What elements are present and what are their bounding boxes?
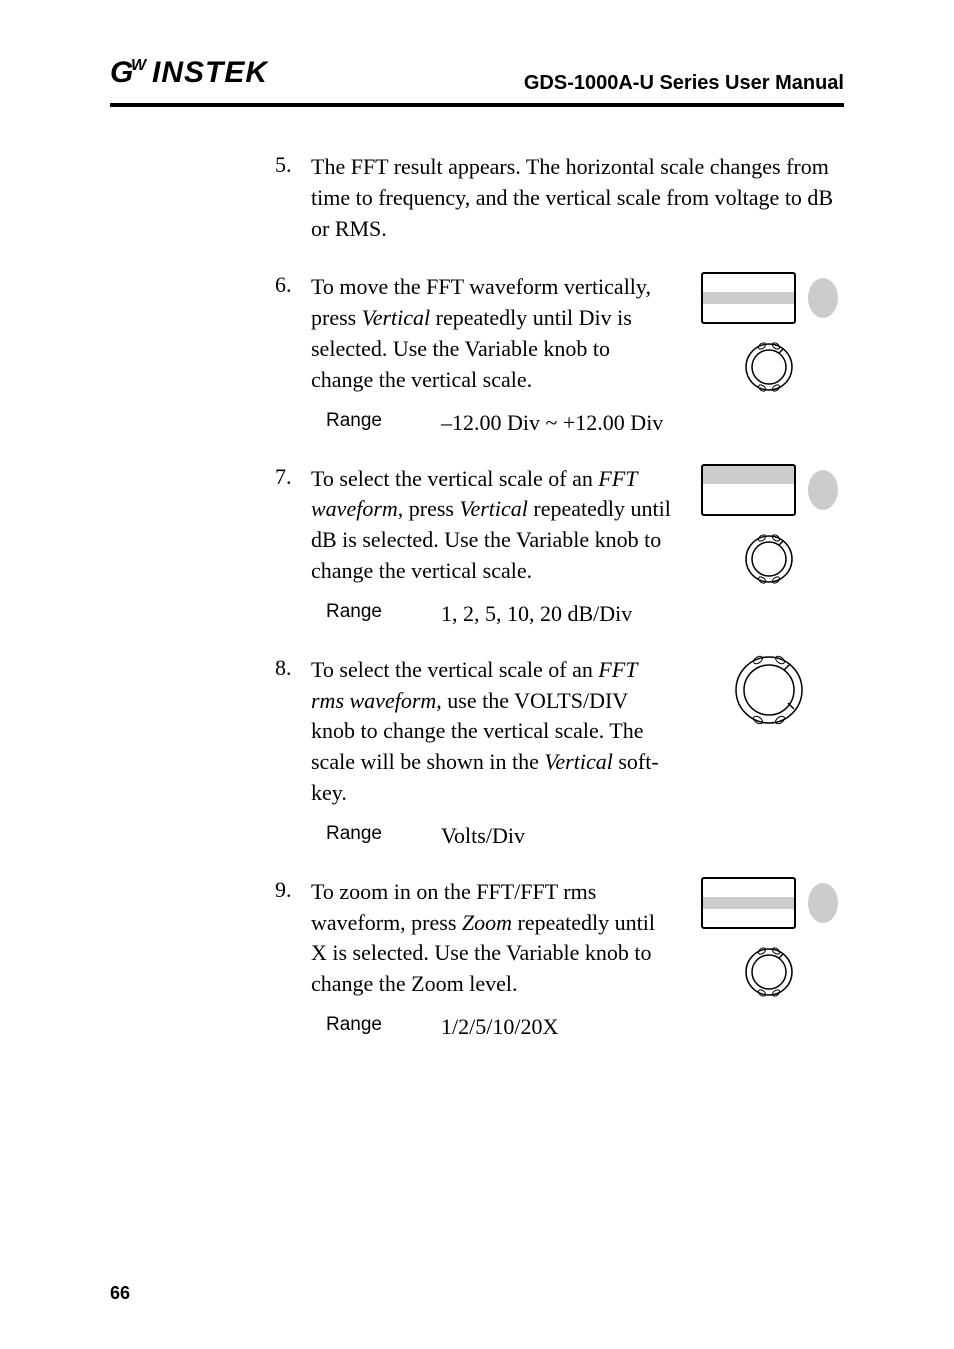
variable-knob-icon xyxy=(744,947,794,997)
range-label: Range xyxy=(326,601,441,627)
manual-title: GDS-1000A-U Series User Manual xyxy=(524,72,844,95)
range-row: Range –12.00 Div ~ +12.00 Div xyxy=(326,410,844,436)
list-item-7: 7. To select the vertical scale of an FF… xyxy=(275,464,844,627)
page-number: 66 xyxy=(110,1283,130,1304)
range-label: Range xyxy=(326,410,441,436)
oval-button-icon xyxy=(808,883,838,923)
item-text: To select the vertical scale of an FFT w… xyxy=(311,464,674,587)
svg-text:INSTEK: INSTEK xyxy=(152,56,269,89)
variable-knob-icon xyxy=(744,342,794,392)
softkey-button-icon xyxy=(701,272,796,324)
variable-knob-icon xyxy=(744,534,794,584)
item-number: 6. xyxy=(275,272,307,435)
range-row: Range Volts/Div xyxy=(326,823,844,849)
list-item-5: 5. The FFT result appears. The horizonta… xyxy=(275,152,844,244)
range-value: –12.00 Div ~ +12.00 Div xyxy=(441,410,663,436)
oval-button-icon xyxy=(808,278,838,318)
item-number: 9. xyxy=(275,877,307,1040)
item-number: 7. xyxy=(275,464,307,627)
range-value: Volts/Div xyxy=(441,823,525,849)
list-item-9: 9. To zoom in on the FFT/FFT rms wavefor… xyxy=(275,877,844,1040)
softkey-button-icon xyxy=(701,877,796,929)
range-value: 1, 2, 5, 10, 20 dB/Div xyxy=(441,601,632,627)
page-header: G W INSTEK GDS-1000A-U Series User Manua… xyxy=(110,55,844,107)
item-number: 8. xyxy=(275,655,307,849)
svg-text:W: W xyxy=(131,57,148,74)
range-value: 1/2/5/10/20X xyxy=(441,1014,558,1040)
softkey-button-icon xyxy=(701,464,796,516)
list-item-6: 6. To move the FFT waveform vertically, … xyxy=(275,272,844,435)
brand-logo: G W INSTEK xyxy=(110,55,290,97)
item-text: The FFT result appears. The horizontal s… xyxy=(311,152,844,244)
item-text: To select the vertical scale of an FFT r… xyxy=(311,655,674,809)
range-row: Range 1/2/5/10/20X xyxy=(326,1014,844,1040)
volts-div-knob-icon xyxy=(734,655,804,725)
list-item-8: 8. To select the vertical scale of an FF… xyxy=(275,655,844,849)
range-label: Range xyxy=(326,823,441,849)
item-text: To zoom in on the FFT/FFT rms waveform, … xyxy=(311,877,674,1000)
range-row: Range 1, 2, 5, 10, 20 dB/Div xyxy=(326,601,844,627)
item-text: To move the FFT waveform vertically, pre… xyxy=(311,272,674,395)
content-area: 5. The FFT result appears. The horizonta… xyxy=(110,152,844,1040)
range-label: Range xyxy=(326,1014,441,1040)
oval-button-icon xyxy=(808,470,838,510)
item-number: 5. xyxy=(275,152,307,244)
